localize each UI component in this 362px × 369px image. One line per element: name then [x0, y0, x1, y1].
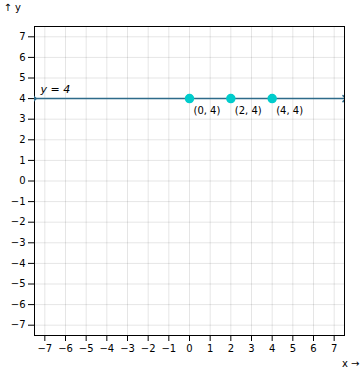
svg-text:7: 7 — [19, 31, 25, 42]
svg-text:0: 0 — [19, 175, 25, 186]
svg-text:6: 6 — [19, 52, 25, 63]
svg-text:3: 3 — [248, 343, 254, 354]
svg-text:−3: −3 — [11, 237, 26, 248]
svg-text:x →: x → — [342, 358, 359, 369]
svg-text:↑ y: ↑ y — [4, 2, 22, 13]
svg-text:y = 4: y = 4 — [40, 83, 71, 96]
svg-text:−1: −1 — [11, 196, 26, 207]
svg-text:−6: −6 — [11, 299, 26, 310]
svg-text:2: 2 — [19, 134, 25, 145]
svg-text:−6: −6 — [58, 343, 73, 354]
svg-text:1: 1 — [19, 155, 25, 166]
svg-text:4: 4 — [269, 343, 275, 354]
svg-text:−2: −2 — [141, 343, 156, 354]
svg-text:(2, 4): (2, 4) — [235, 105, 262, 116]
svg-text:−7: −7 — [11, 319, 26, 330]
svg-text:2: 2 — [228, 343, 234, 354]
svg-text:1: 1 — [207, 343, 213, 354]
svg-text:−7: −7 — [37, 343, 52, 354]
svg-text:−5: −5 — [11, 278, 26, 289]
svg-text:(4, 4): (4, 4) — [276, 105, 303, 116]
svg-text:−1: −1 — [161, 343, 176, 354]
svg-text:5: 5 — [19, 72, 25, 83]
svg-text:−3: −3 — [120, 343, 135, 354]
svg-text:−2: −2 — [11, 216, 26, 227]
svg-text:4: 4 — [19, 93, 25, 104]
svg-text:(0, 4): (0, 4) — [194, 105, 221, 116]
svg-text:7: 7 — [331, 343, 337, 354]
svg-text:6: 6 — [310, 343, 316, 354]
svg-text:−5: −5 — [79, 343, 94, 354]
svg-text:−4: −4 — [99, 343, 114, 354]
svg-text:3: 3 — [19, 113, 25, 124]
svg-text:5: 5 — [290, 343, 296, 354]
svg-text:−4: −4 — [11, 258, 26, 269]
svg-text:0: 0 — [186, 343, 192, 354]
